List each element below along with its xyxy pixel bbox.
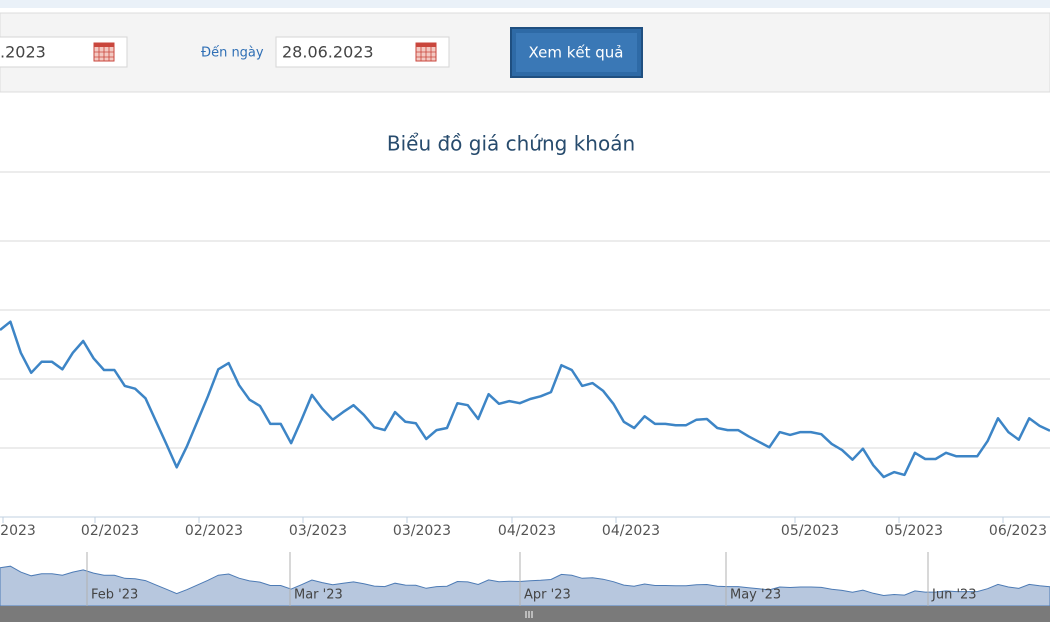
price-line: [0, 320, 1050, 479]
navigator-label: Apr '23: [524, 588, 571, 603]
x-tick-label: 04/2023: [602, 523, 660, 539]
calendar-icon[interactable]: [415, 42, 437, 62]
scrollbar: [0, 606, 1050, 622]
x-tick-label: 05/2023: [781, 523, 839, 539]
x-tick-label: 03/2023: [289, 523, 347, 539]
x-tick-label: 02/2023: [185, 523, 243, 539]
calendar-icon[interactable]: [93, 42, 115, 62]
from-date: .2023: [0, 43, 46, 62]
x-tick-label: 03/2023: [393, 523, 451, 539]
to-label: Đến ngày: [201, 46, 264, 61]
x-tick-label: 05/2023: [885, 523, 943, 539]
navigator-label: Mar '23: [294, 588, 343, 603]
navigator-label: Jun '23: [931, 588, 977, 603]
top-strip: [0, 0, 1050, 8]
x-tick-label: 2023: [0, 523, 36, 539]
button-label: Xem kết quả: [529, 44, 624, 62]
x-tick-label: 02/2023: [81, 523, 139, 539]
chart-title: Biểu đồ giá chứng khoán: [387, 132, 635, 156]
x-tick-label: 04/2023: [498, 523, 556, 539]
scrollbar-grip: [525, 611, 533, 618]
button-face: [516, 33, 637, 72]
navigator-area: [0, 565, 1050, 607]
navigator-label: May '23: [730, 588, 781, 603]
x-tick-label: 06/2023: [989, 523, 1047, 539]
navigator-label: Feb '23: [91, 588, 138, 603]
to-date: 28.06.2023: [282, 43, 374, 62]
